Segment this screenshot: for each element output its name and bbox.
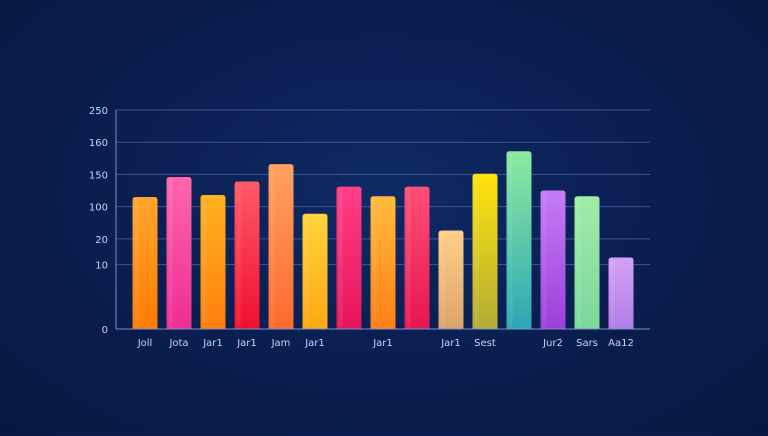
- bar-highlight: [372, 198, 377, 327]
- bar-8: [404, 186, 430, 329]
- bar-12: [540, 190, 566, 329]
- bar-2: [200, 195, 226, 329]
- bar-highlight: [576, 198, 581, 327]
- x-tick-label: Joll: [137, 338, 153, 349]
- bar-highlight: [406, 188, 411, 327]
- bar-highlight: [134, 198, 139, 327]
- y-tick-label: 250: [89, 106, 108, 117]
- y-tick-label: 150: [89, 170, 108, 181]
- bar-14: [608, 257, 634, 329]
- bar-highlight: [440, 232, 445, 327]
- bar-10: [472, 173, 498, 329]
- bar-highlight: [508, 153, 513, 327]
- bar-11: [506, 151, 532, 329]
- bar-13: [574, 196, 600, 329]
- y-axis-tick-labels: 0 10 20 100 150 160 250: [89, 106, 108, 336]
- bar-9: [438, 230, 464, 329]
- bar-6: [336, 186, 362, 329]
- bar-highlight: [168, 178, 173, 327]
- x-tick-label: Jar1: [236, 338, 257, 349]
- x-tick-label: Sest: [474, 338, 496, 349]
- bars: [132, 151, 634, 329]
- x-tick-label: Jam: [271, 338, 291, 349]
- y-tick-label: 160: [89, 138, 108, 149]
- y-tick-label: 100: [89, 203, 108, 214]
- bar-7: [370, 196, 396, 329]
- y-tick-label: 10: [95, 261, 108, 272]
- bar-highlight: [304, 215, 309, 327]
- bar-0: [132, 196, 158, 329]
- x-tick-label: Jar1: [440, 338, 461, 349]
- x-tick-label: Jar1: [372, 338, 393, 349]
- x-tick-label: Aa12: [608, 338, 634, 349]
- axes: [115, 110, 650, 330]
- bar-highlight: [610, 259, 615, 327]
- bar-highlight: [542, 192, 547, 327]
- x-tick-label: Jar1: [202, 338, 223, 349]
- x-tick-label: Jur2: [542, 338, 563, 349]
- bar-highlight: [338, 188, 343, 327]
- bar-4: [268, 164, 294, 329]
- y-tick-label: 0: [102, 325, 108, 336]
- x-axis-tick-labels: Joll Jota Jar1 Jar1 Jam Jar1 Jar1 Jar1 Sest Jur2 S…: [137, 338, 634, 349]
- bar-highlight: [202, 197, 207, 327]
- x-tick-label: Jar1: [304, 338, 325, 349]
- bar-1: [166, 176, 192, 329]
- x-tick-label: Jota: [168, 338, 188, 349]
- y-tick-label: 20: [95, 235, 108, 246]
- bar-5: [302, 213, 328, 329]
- bar-highlight: [270, 166, 275, 327]
- bar-highlight: [236, 183, 241, 327]
- x-tick-label: Sars: [576, 338, 598, 349]
- bar-3: [234, 181, 260, 329]
- bar-highlight: [474, 175, 479, 327]
